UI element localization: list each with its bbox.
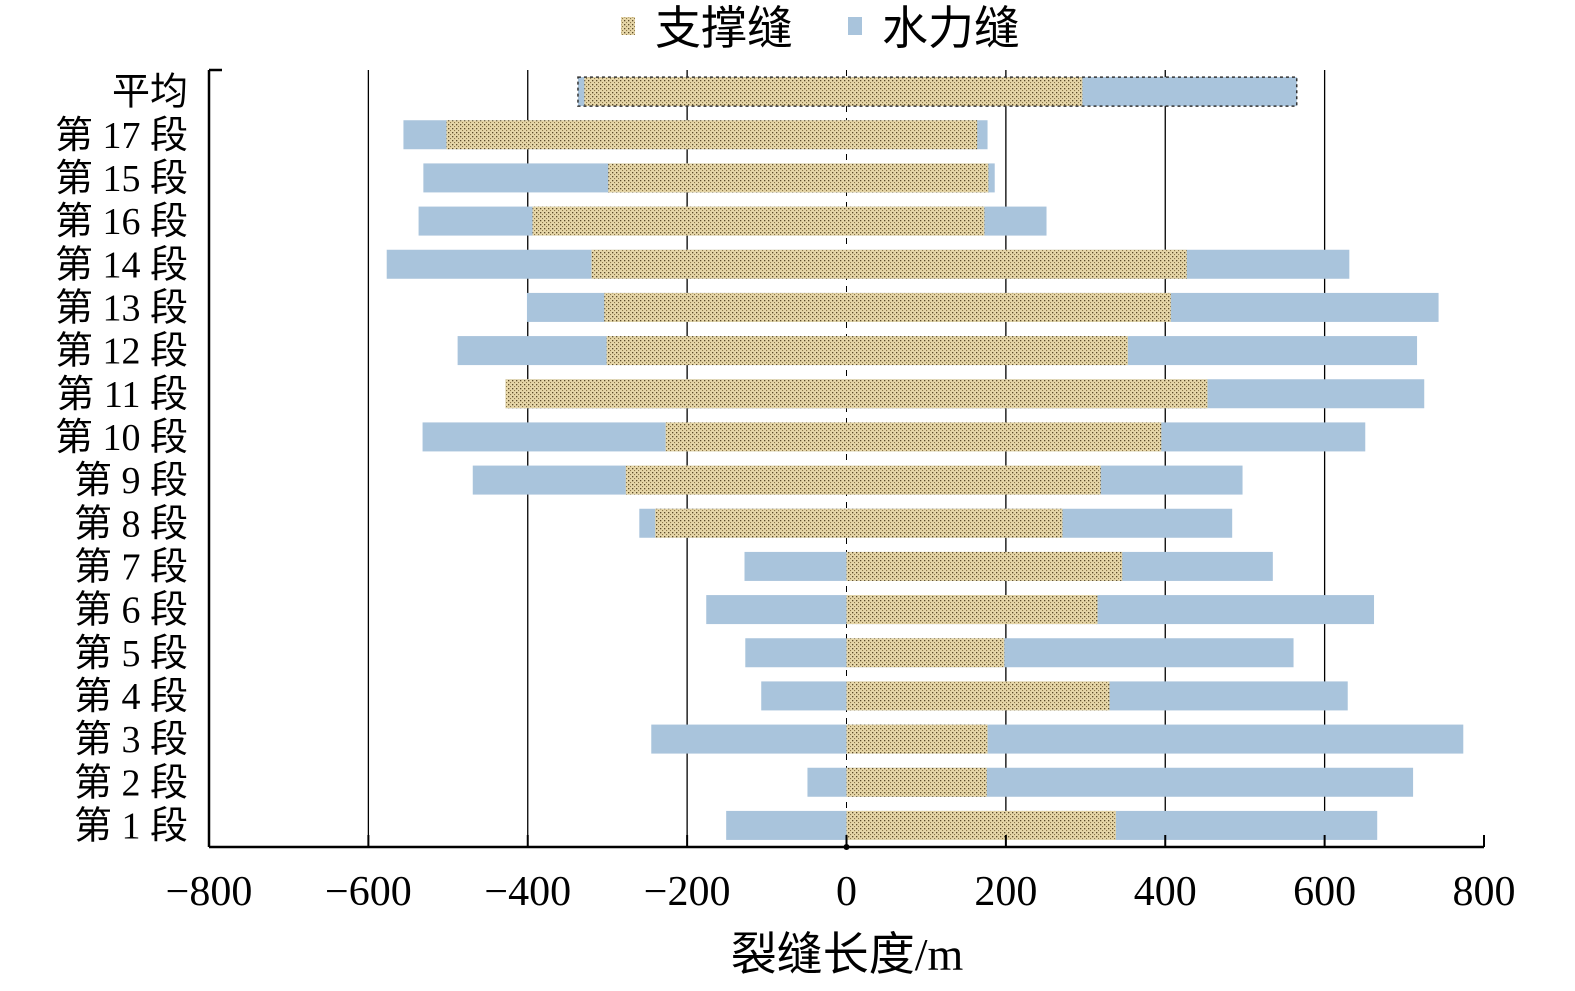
x-tick-label: 600 <box>1293 869 1356 915</box>
bar-support <box>505 379 1208 409</box>
bar-support <box>846 724 988 754</box>
bar-support <box>846 767 987 797</box>
bar-support <box>655 508 1063 538</box>
x-tick-label: −200 <box>644 869 731 915</box>
bar-support <box>846 551 1123 581</box>
legend: 支撑缝 水力缝 <box>621 3 1020 54</box>
category-label: 平均 <box>112 72 188 114</box>
bar-support <box>846 810 1116 840</box>
legend-swatch-support <box>621 17 635 35</box>
category-label: 第 9 段 <box>74 460 188 502</box>
bar-support <box>625 465 1101 495</box>
category-label: 第 13 段 <box>55 287 188 329</box>
x-tick-labels: −800 −600 −400 −200 0 200 400 600 800 <box>166 869 1516 915</box>
bar-support <box>608 163 989 193</box>
category-label: 第 14 段 <box>55 244 188 286</box>
bar-support <box>584 77 1083 107</box>
x-tick-label: 800 <box>1453 869 1516 915</box>
category-label: 第 6 段 <box>74 590 188 632</box>
x-tick-label: 200 <box>974 869 1037 915</box>
bars <box>386 76 1464 840</box>
category-label: 第 17 段 <box>55 115 188 157</box>
x-tick-label: −600 <box>325 869 412 915</box>
x-tick-label: −800 <box>166 869 253 915</box>
bar-support <box>532 206 985 236</box>
category-label: 第 7 段 <box>74 546 188 588</box>
x-tick-label: 0 <box>836 869 857 915</box>
bar-support <box>846 595 1098 625</box>
category-label: 第 15 段 <box>55 158 188 200</box>
bar-support <box>846 638 1005 668</box>
axes <box>207 68 1485 850</box>
x-tick-label: 400 <box>1134 869 1197 915</box>
bar-average-outline <box>577 76 1298 107</box>
category-label: 第 1 段 <box>74 805 188 847</box>
bar-support <box>665 422 1162 452</box>
bar-support <box>591 249 1187 279</box>
bar-support <box>446 120 978 150</box>
legend-label-hydraulic: 水力缝 <box>882 3 1020 54</box>
category-labels: 平均第 17 段第 15 段第 16 段第 14 段第 13 段第 12 段第 … <box>55 72 188 848</box>
category-label: 第 16 段 <box>55 201 188 243</box>
category-label: 第 8 段 <box>74 503 188 545</box>
legend-label-support: 支撑缝 <box>655 3 793 54</box>
category-label: 第 4 段 <box>74 676 188 718</box>
legend-swatch-hydraulic <box>848 17 862 35</box>
category-label: 第 12 段 <box>55 331 188 373</box>
bar-hydraulic <box>651 724 1464 754</box>
bar-support <box>846 681 1110 711</box>
category-label: 第 5 段 <box>74 633 188 675</box>
x-axis-label: 裂缝长度/m <box>731 929 964 980</box>
gridlines <box>367 70 1326 847</box>
bar-hydraulic <box>745 638 1294 668</box>
bar-support <box>604 292 1171 322</box>
bar-support <box>606 336 1128 366</box>
category-label: 第 3 段 <box>74 719 188 761</box>
category-label: 第 2 段 <box>74 762 188 804</box>
x-tick-label: −400 <box>484 869 571 915</box>
category-label: 第 10 段 <box>55 417 188 459</box>
category-label: 第 11 段 <box>56 374 188 416</box>
